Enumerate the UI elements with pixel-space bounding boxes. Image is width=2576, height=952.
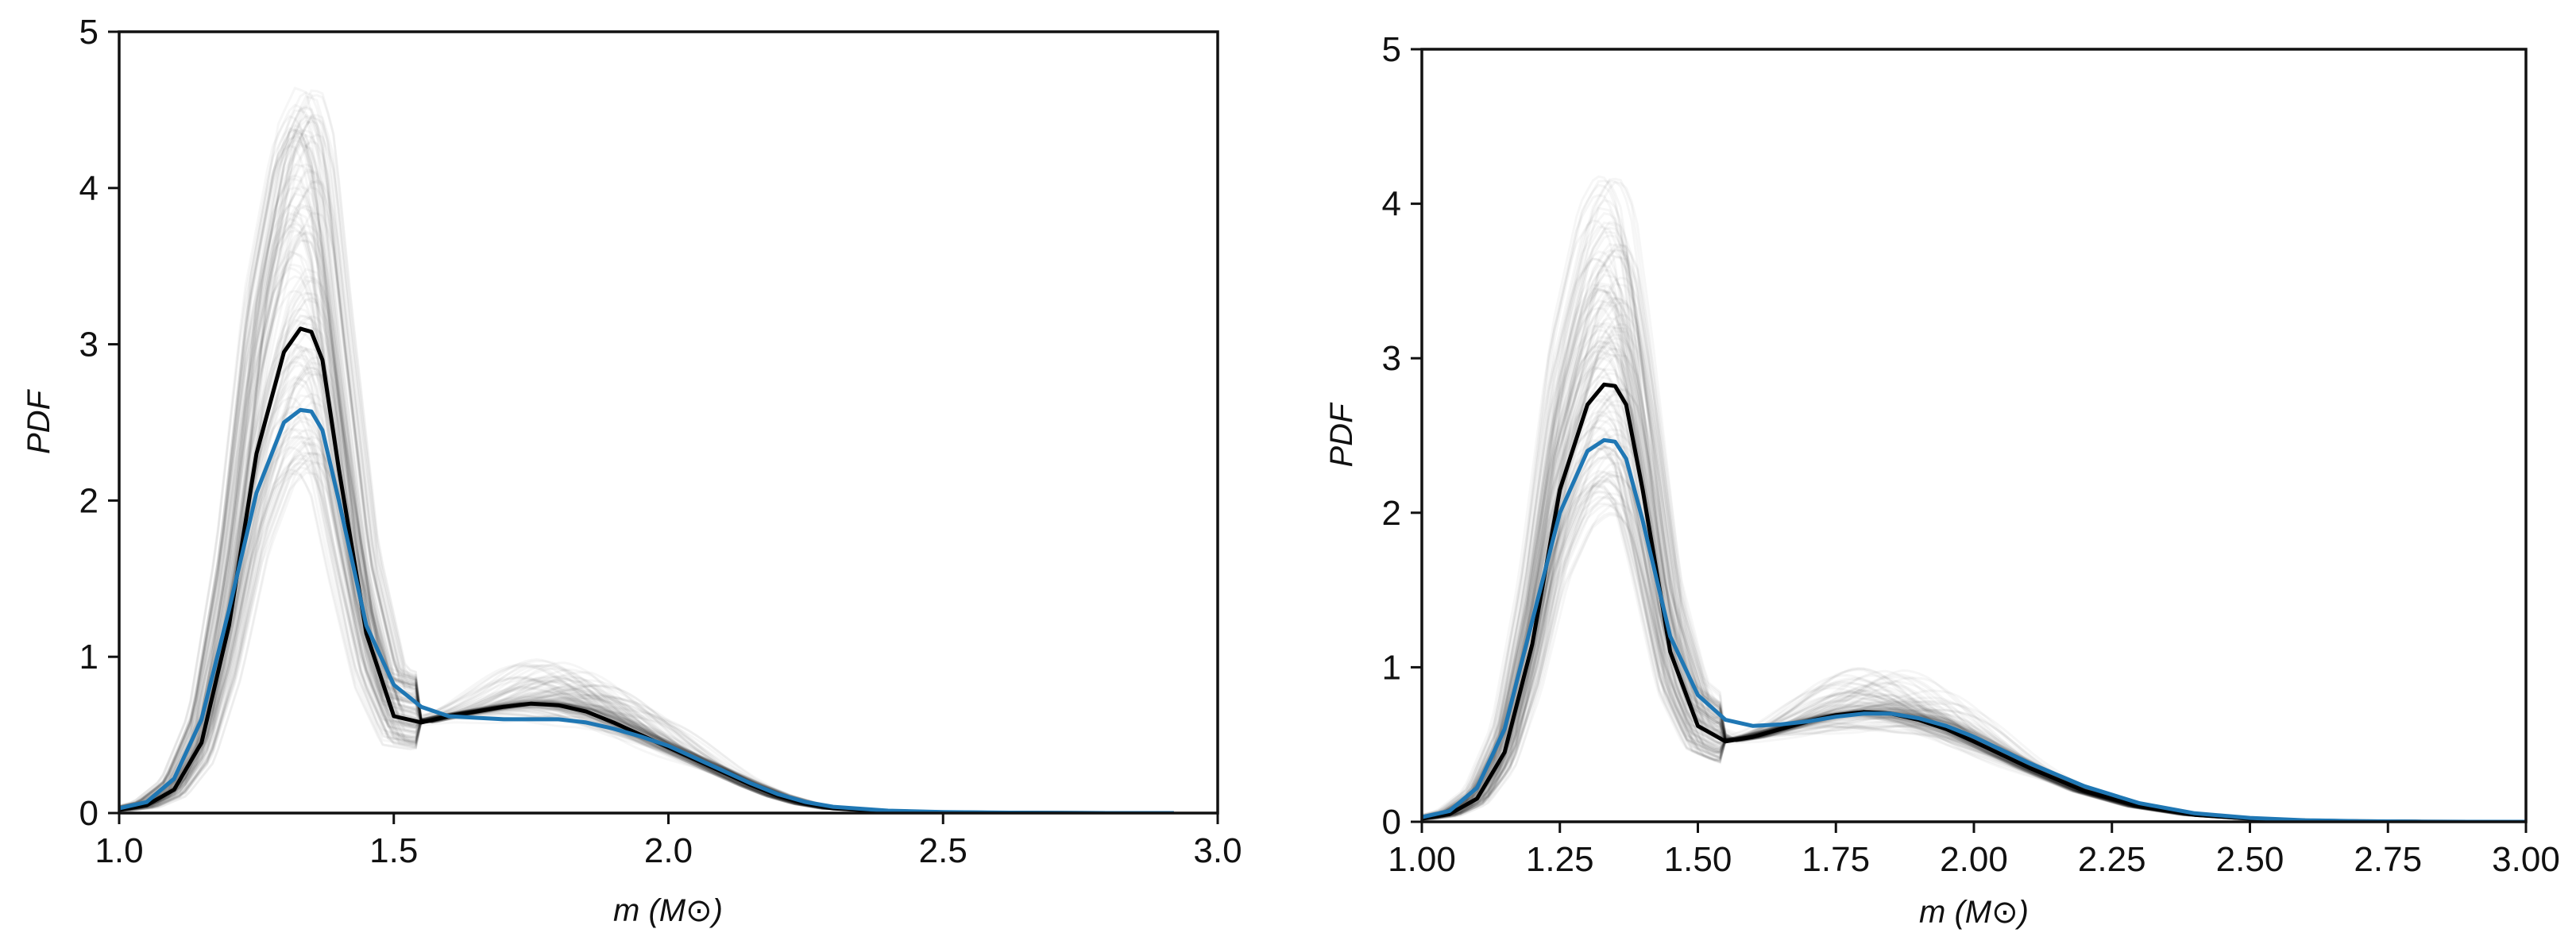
sample-curve bbox=[119, 459, 1190, 814]
sample-curve bbox=[1422, 505, 2498, 822]
x-tick-label: 1.00 bbox=[1388, 840, 1456, 879]
sample-curve bbox=[1422, 486, 2498, 823]
sample-curve bbox=[1422, 503, 2498, 822]
x-tick-label: 2.50 bbox=[2216, 840, 2284, 879]
x-tick-label: 2.25 bbox=[2078, 840, 2146, 879]
chart-right-svg: 1.00 1.25 1.50 1.75 2.00 2.25 2.50 2.75 3.00 0 1 2 3… bbox=[1324, 30, 2560, 930]
y-tick-label: 2 bbox=[1382, 494, 1401, 533]
chart-right: 1.00 1.25 1.50 1.75 2.00 2.25 2.50 2.75 3.00 0 1 2 3… bbox=[1288, 0, 2576, 948]
x-tick-label: 2.0 bbox=[644, 831, 693, 870]
series-line-blue bbox=[1422, 437, 2526, 822]
sample-curve bbox=[1422, 482, 2498, 822]
y-axis-label: PDF bbox=[1324, 402, 1359, 468]
y-tick-label: 1 bbox=[1382, 648, 1401, 687]
sample-curve bbox=[1422, 481, 2498, 822]
sample-curve bbox=[1422, 487, 2498, 822]
y-tick-label: 5 bbox=[79, 13, 98, 52]
posterior-samples bbox=[119, 88, 1190, 813]
y-axis-label: PDF bbox=[21, 388, 56, 454]
x-tick-label: 1.50 bbox=[1664, 840, 1732, 879]
posterior-samples bbox=[1422, 176, 2498, 822]
sample-curve bbox=[1422, 503, 2498, 822]
x-tick-label: 2.75 bbox=[2354, 840, 2422, 879]
x-tick-label: 3.00 bbox=[2492, 840, 2560, 879]
x-tick-label: 2.00 bbox=[1940, 840, 2008, 879]
x-tick-label: 1.25 bbox=[1526, 840, 1594, 879]
y-tick-label: 4 bbox=[79, 169, 98, 208]
series-line-blue bbox=[119, 407, 1174, 813]
x-tick-label: 2.5 bbox=[919, 831, 967, 870]
x-axis-label: m (M⊙) bbox=[613, 893, 723, 928]
sample-curve bbox=[1422, 515, 2498, 823]
x-tick-label: 1.0 bbox=[95, 831, 143, 870]
y-tick-label: 3 bbox=[79, 326, 98, 364]
y-tick-label: 0 bbox=[79, 794, 98, 833]
sample-curve bbox=[1422, 484, 2498, 822]
y-tick-label: 1 bbox=[79, 638, 98, 676]
x-tick-label: 3.0 bbox=[1193, 831, 1242, 870]
x-tick-label: 1.5 bbox=[369, 831, 418, 870]
y-tick-label: 2 bbox=[79, 481, 98, 520]
y-tick-label: 4 bbox=[1382, 185, 1401, 224]
y-tick-label: 3 bbox=[1382, 339, 1401, 378]
chart-left: 1.0 1.5 2.0 2.5 3.0 0 1 2 3 4 5 m (M⊙) PDF bbox=[0, 0, 1288, 948]
x-axis-label: m (M⊙) bbox=[1919, 895, 2029, 930]
sample-curve bbox=[1422, 513, 2498, 822]
chart-left-svg: 1.0 1.5 2.0 2.5 3.0 0 1 2 3 4 5 m (M⊙) PDF bbox=[21, 13, 1242, 928]
sample-curve bbox=[119, 453, 1190, 813]
y-tick-label: 5 bbox=[1382, 30, 1401, 69]
y-tick-label: 0 bbox=[1382, 803, 1401, 842]
sample-curve bbox=[1422, 419, 2498, 822]
x-tick-label: 1.75 bbox=[1802, 840, 1870, 879]
